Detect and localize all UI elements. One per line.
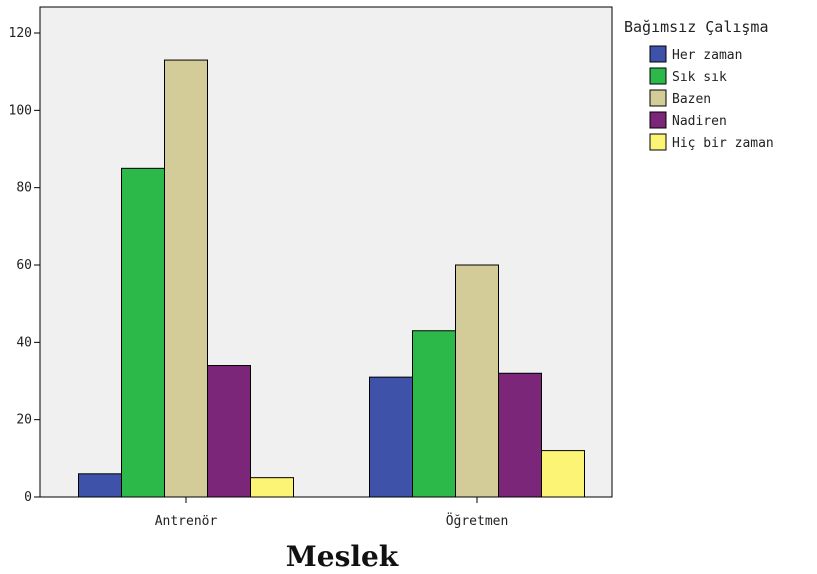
bar-Öğretmen-Nadiren xyxy=(498,372,542,498)
y-axis: 0 20 40 60 80 100 120 xyxy=(9,26,40,505)
legend: Bağımsız Çalışma Her zaman Sık sık Bazen Na… xyxy=(624,18,774,151)
legend-swatch xyxy=(649,111,667,129)
legend-label: Hiç bir zaman xyxy=(672,136,774,151)
legend-label: Nadiren xyxy=(672,114,727,129)
bar-Antrenör-Sık sık xyxy=(121,167,165,498)
bar-Antrenör-Bazen xyxy=(164,59,208,498)
x-axis-label: Meslek xyxy=(286,540,399,573)
y-tick-label: 120 xyxy=(9,26,32,41)
x-tick-label: Antrenör xyxy=(155,514,218,529)
legend-label: Bazen xyxy=(672,92,711,107)
x-axis: Antrenör Öğretmen xyxy=(155,497,509,529)
bar-Antrenör-Her zaman xyxy=(78,473,122,498)
y-tick-label: 20 xyxy=(16,413,32,428)
legend-swatch xyxy=(649,133,667,151)
y-tick-label: 60 xyxy=(16,258,32,273)
bar-Antrenör-Nadiren xyxy=(207,365,251,498)
bar-Antrenör-Hiç bir zaman xyxy=(250,477,294,498)
bar-Öğretmen-Sık sık xyxy=(412,330,456,498)
y-tick-label: 40 xyxy=(16,335,32,350)
bar-Öğretmen-Bazen xyxy=(455,264,499,498)
legend-swatch xyxy=(649,67,667,85)
legend-title: Bağımsız Çalışma xyxy=(624,18,769,36)
y-tick-label: 0 xyxy=(24,490,32,505)
x-tick-label: Öğretmen xyxy=(446,512,509,529)
legend-swatch xyxy=(649,89,667,107)
bar-Öğretmen-Her zaman xyxy=(369,376,413,498)
legend-swatch xyxy=(649,45,667,63)
y-tick-label: 100 xyxy=(9,103,32,118)
legend-label: Sık sık xyxy=(672,70,727,85)
legend-label: Her zaman xyxy=(672,48,742,63)
bar-Öğretmen-Hiç bir zaman xyxy=(541,450,585,498)
y-tick-label: 80 xyxy=(16,181,32,196)
